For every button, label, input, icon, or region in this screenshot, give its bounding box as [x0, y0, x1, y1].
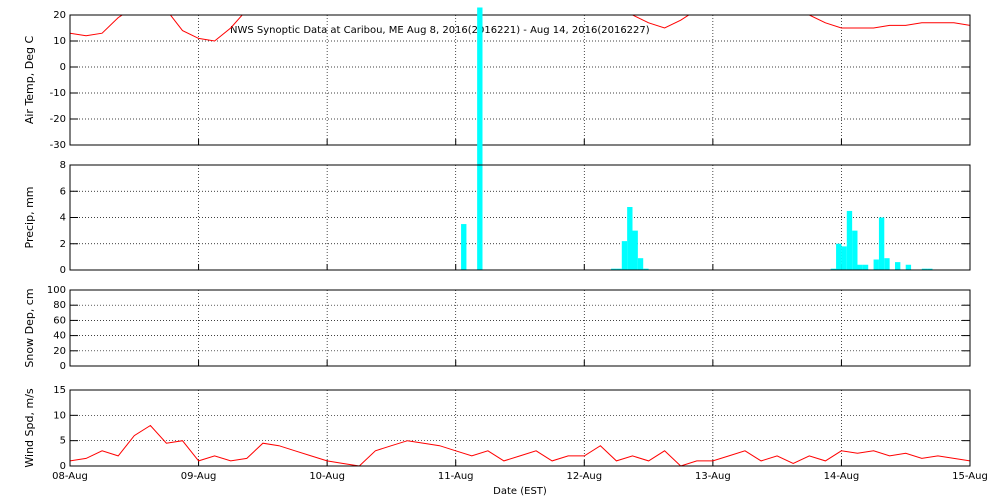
bar — [611, 268, 617, 270]
panel-frame — [69, 14, 971, 146]
x-axis-label: Date (EST) — [493, 486, 547, 497]
bar — [927, 268, 933, 270]
y-tick-label: 2 — [60, 239, 66, 250]
y-tick-label: 0 — [60, 62, 66, 73]
x-tick-label: 09-Aug — [181, 471, 217, 482]
bar — [905, 264, 912, 270]
panel-frame — [69, 164, 971, 271]
chart-title: NWS Synoptic Data at Caribou, ME Aug 8, … — [230, 25, 650, 36]
x-tick-label: 14-Aug — [824, 471, 860, 482]
y-tick-label: 5 — [60, 436, 66, 447]
bar — [477, 7, 483, 270]
bar — [846, 210, 853, 270]
bar — [637, 258, 644, 270]
bar — [873, 259, 879, 270]
y-tick-label: 100 — [47, 285, 66, 296]
bar — [836, 243, 842, 270]
bar — [895, 262, 901, 270]
y-tick-label: -20 — [50, 114, 66, 125]
bar — [830, 268, 837, 270]
x-tick-label: 08-Aug — [52, 471, 88, 482]
bar — [841, 246, 847, 270]
x-tick-label: 10-Aug — [309, 471, 345, 482]
y-tick-label: 0 — [60, 265, 66, 276]
panel-frame — [69, 389, 971, 467]
bar — [852, 230, 858, 270]
x-tick-label: 12-Aug — [566, 471, 602, 482]
y-tick-label: 8 — [60, 160, 66, 171]
y-tick-label: 0 — [60, 461, 66, 472]
x-tick-label: 13-Aug — [695, 471, 731, 482]
plot-area — [461, 7, 933, 270]
y-tick-label: 15 — [53, 385, 66, 396]
y-axis-label: Wind Spd, m/s — [23, 388, 36, 468]
y-tick-label: 0 — [60, 361, 66, 372]
bar — [862, 264, 869, 270]
bar — [857, 264, 863, 270]
y-tick-label: 40 — [53, 331, 66, 342]
panel-frame — [69, 289, 971, 367]
data-line — [70, 15, 970, 42]
plot-area — [70, 424, 970, 466]
bar — [627, 207, 633, 270]
y-tick-label: 80 — [53, 300, 66, 311]
y-tick-label: 60 — [53, 315, 66, 326]
bar — [461, 224, 467, 270]
bar — [632, 230, 638, 270]
bar — [621, 241, 628, 270]
y-axis-label: Air Temp, Deg C — [23, 36, 36, 125]
y-tick-label: 20 — [53, 10, 66, 21]
y-tick-label: 20 — [53, 346, 66, 357]
y-tick-label: -10 — [50, 88, 66, 99]
y-axis-label: Snow Dep, cm — [23, 288, 36, 367]
x-tick-label: 15-Aug — [952, 471, 988, 482]
bar — [616, 268, 622, 270]
y-tick-label: -30 — [50, 140, 66, 151]
bar — [921, 268, 928, 270]
y-tick-label: 10 — [53, 410, 66, 421]
y-tick-label: 10 — [53, 36, 66, 47]
plot-area — [70, 15, 970, 42]
bar — [884, 258, 890, 270]
data-line — [70, 424, 970, 466]
y-tick-label: 6 — [60, 186, 66, 197]
bar — [643, 268, 649, 270]
y-tick-label: 4 — [60, 213, 66, 224]
bar — [878, 217, 885, 270]
y-axis-label: Precip, mm — [23, 187, 36, 249]
x-tick-label: 11-Aug — [438, 471, 474, 482]
